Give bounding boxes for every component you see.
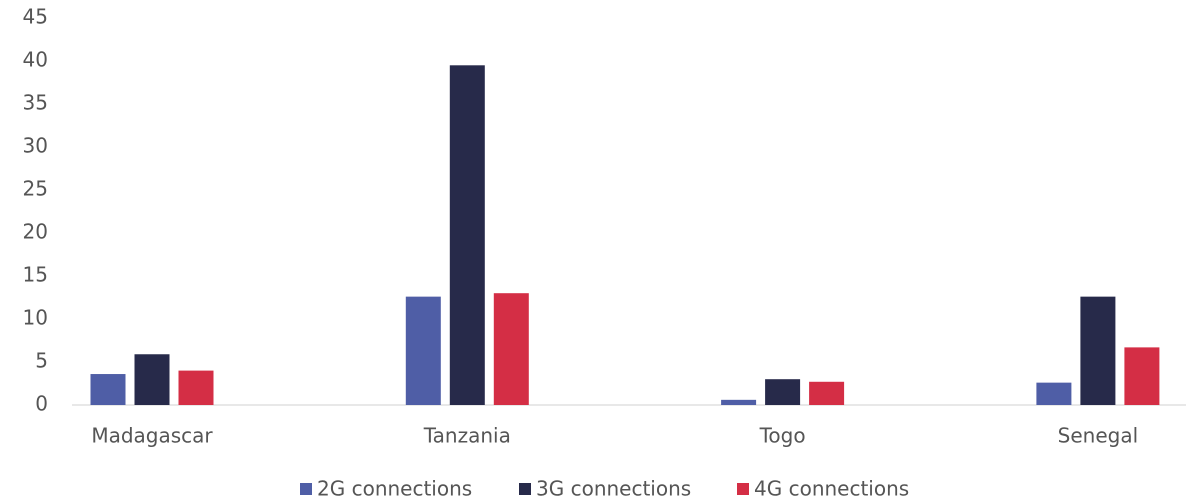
- y-tick-label: 45: [23, 5, 48, 29]
- legend-label: 4G connections: [754, 477, 909, 501]
- bar: [134, 354, 170, 405]
- x-tick-label: Senegal: [1058, 424, 1139, 448]
- x-tick-label: Madagascar: [91, 424, 213, 448]
- bar: [405, 296, 441, 405]
- y-tick-label: 20: [23, 220, 48, 244]
- bar: [90, 374, 126, 405]
- y-tick-label: 0: [35, 392, 48, 416]
- y-tick-label: 15: [23, 263, 48, 287]
- legend-label: 3G connections: [536, 477, 691, 501]
- y-tick-label: 25: [23, 177, 48, 201]
- y-tick-label: 40: [23, 48, 48, 72]
- bar: [178, 370, 214, 405]
- bar: [809, 381, 845, 405]
- bar: [493, 293, 529, 405]
- y-tick-label: 5: [35, 349, 48, 373]
- bar: [765, 379, 801, 405]
- legend-swatch: [737, 483, 749, 495]
- legend-swatch: [300, 483, 312, 495]
- y-tick-label: 35: [23, 91, 48, 115]
- x-tick-label: Tanzania: [423, 424, 511, 448]
- bar: [1036, 382, 1072, 405]
- legend-label: 2G connections: [317, 477, 472, 501]
- y-tick-label: 10: [23, 306, 48, 330]
- bar: [1080, 296, 1116, 405]
- bar: [1124, 347, 1160, 405]
- bar: [449, 65, 485, 406]
- bar: [721, 399, 757, 405]
- y-tick-label: 30: [23, 134, 48, 158]
- legend-swatch: [519, 483, 531, 495]
- x-tick-label: Togo: [759, 424, 806, 448]
